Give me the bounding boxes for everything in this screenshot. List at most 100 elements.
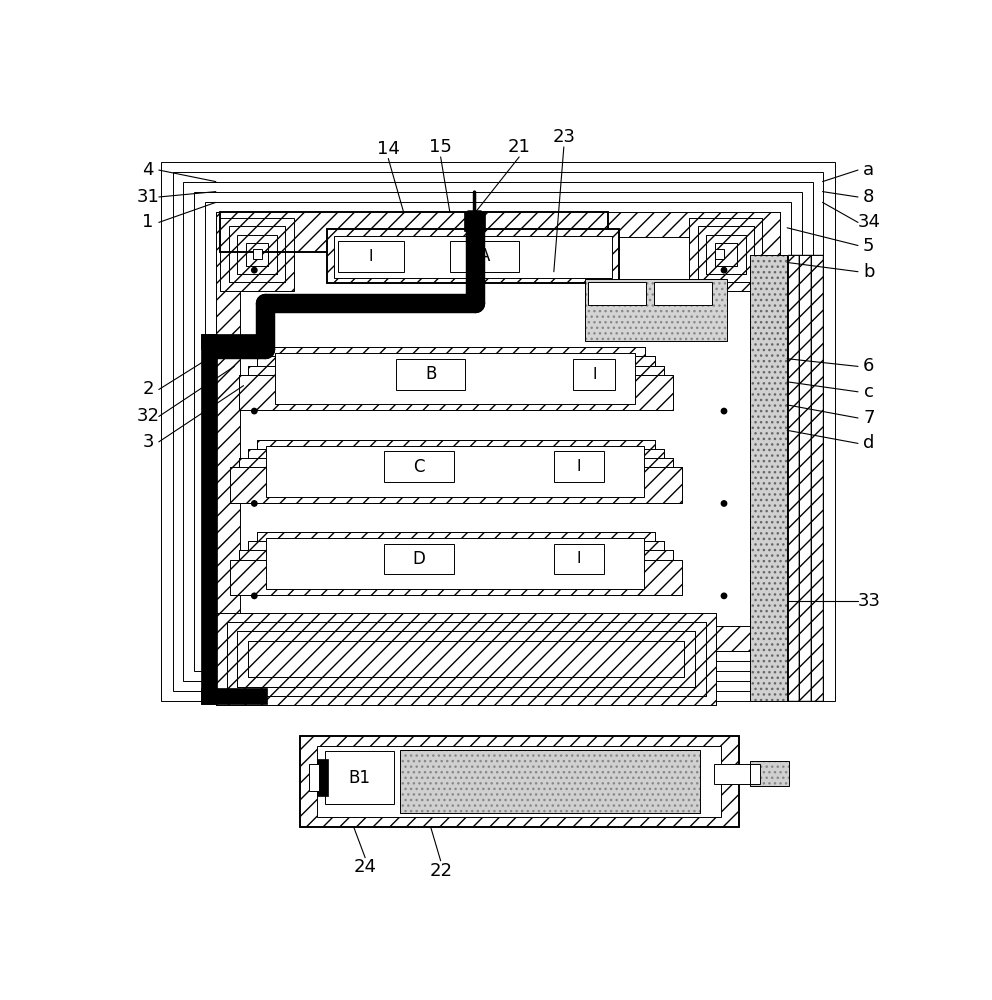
Bar: [248, 641, 683, 677]
Bar: [216, 212, 781, 651]
Bar: [239, 375, 674, 410]
Bar: [257, 440, 655, 503]
Text: 7: 7: [863, 409, 875, 427]
Bar: [220, 212, 608, 252]
Bar: [257, 440, 655, 503]
Bar: [385, 544, 453, 574]
Text: 22: 22: [430, 862, 452, 880]
Text: 2: 2: [142, 380, 154, 398]
Bar: [226, 622, 705, 696]
Circle shape: [252, 267, 257, 273]
Bar: [237, 235, 277, 274]
Bar: [326, 229, 619, 283]
Bar: [267, 347, 646, 410]
Text: a: a: [863, 161, 874, 179]
Bar: [385, 451, 453, 482]
Bar: [230, 467, 682, 503]
Text: I: I: [576, 551, 581, 566]
Bar: [654, 282, 711, 305]
Bar: [811, 255, 822, 701]
Bar: [714, 764, 760, 784]
Bar: [248, 449, 664, 503]
Bar: [300, 736, 739, 827]
Bar: [706, 235, 746, 274]
Bar: [266, 538, 644, 589]
Bar: [800, 255, 811, 701]
Bar: [239, 458, 674, 503]
Bar: [248, 541, 664, 595]
Text: 14: 14: [377, 140, 400, 158]
Bar: [317, 746, 721, 817]
Text: 24: 24: [354, 858, 377, 876]
Bar: [400, 750, 700, 813]
Circle shape: [721, 267, 727, 273]
Text: 23: 23: [553, 128, 575, 146]
Bar: [706, 235, 746, 274]
Text: 4: 4: [142, 161, 154, 179]
Bar: [216, 212, 781, 651]
Bar: [239, 550, 674, 595]
Text: c: c: [864, 383, 874, 401]
Bar: [230, 560, 682, 595]
Text: C: C: [414, 458, 425, 476]
Circle shape: [721, 593, 727, 599]
Bar: [697, 226, 754, 282]
Bar: [750, 761, 789, 786]
Bar: [253, 249, 262, 259]
Bar: [230, 467, 682, 503]
Text: 21: 21: [508, 138, 531, 156]
Bar: [257, 356, 655, 410]
Bar: [689, 218, 763, 291]
Bar: [309, 764, 319, 791]
Bar: [689, 218, 763, 291]
Bar: [240, 237, 753, 626]
Bar: [257, 356, 655, 410]
Bar: [229, 226, 285, 282]
Bar: [246, 243, 268, 266]
Bar: [573, 359, 615, 389]
Text: 1: 1: [143, 213, 154, 231]
Bar: [788, 255, 800, 701]
Bar: [463, 212, 485, 231]
Text: A: A: [479, 247, 490, 265]
Bar: [237, 631, 694, 687]
Bar: [173, 172, 823, 691]
Bar: [300, 736, 739, 827]
Bar: [750, 255, 787, 701]
Bar: [184, 182, 812, 681]
Bar: [697, 226, 754, 282]
Bar: [450, 241, 519, 272]
Text: 6: 6: [863, 357, 874, 375]
Bar: [239, 458, 674, 503]
Bar: [267, 347, 646, 410]
Bar: [715, 243, 737, 266]
Bar: [750, 761, 789, 786]
Text: B1: B1: [349, 769, 371, 787]
Bar: [248, 366, 664, 410]
Text: 15: 15: [430, 138, 452, 156]
Bar: [239, 375, 674, 410]
Bar: [248, 541, 664, 595]
Bar: [216, 212, 781, 651]
Bar: [275, 353, 635, 404]
Bar: [715, 243, 737, 266]
Circle shape: [721, 408, 727, 414]
Bar: [239, 550, 674, 595]
Bar: [205, 202, 791, 661]
Bar: [216, 613, 716, 705]
Bar: [226, 622, 705, 696]
Circle shape: [721, 501, 727, 506]
Bar: [201, 688, 267, 704]
Bar: [266, 446, 644, 497]
Text: d: d: [863, 434, 874, 452]
Text: 32: 32: [137, 407, 160, 425]
Text: I: I: [576, 459, 581, 474]
Bar: [237, 631, 694, 687]
Text: B: B: [425, 365, 436, 383]
Bar: [246, 243, 268, 266]
Bar: [220, 218, 294, 291]
Bar: [257, 532, 655, 595]
Bar: [248, 641, 683, 677]
Bar: [229, 226, 285, 282]
Bar: [326, 229, 619, 283]
